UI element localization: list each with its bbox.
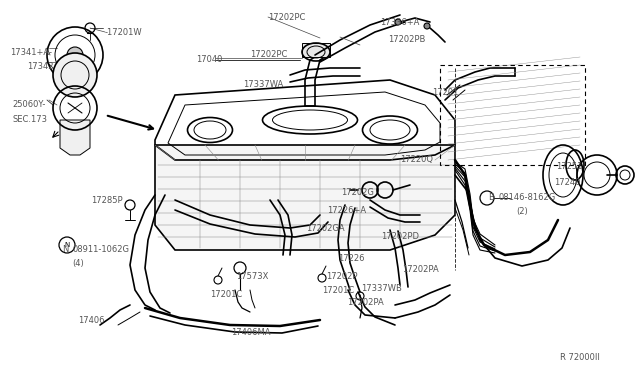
Text: B: B xyxy=(488,193,494,202)
Text: 17341+A-: 17341+A- xyxy=(10,48,52,57)
Text: 17336+A: 17336+A xyxy=(380,18,419,27)
Text: 17202PD: 17202PD xyxy=(381,232,419,241)
Polygon shape xyxy=(60,120,90,155)
Text: 17201C: 17201C xyxy=(210,290,243,299)
Text: 25060Y-: 25060Y- xyxy=(12,100,45,109)
Text: 17226+A: 17226+A xyxy=(327,206,366,215)
Text: 17202PA: 17202PA xyxy=(402,265,439,274)
Text: 17285P: 17285P xyxy=(91,196,123,205)
Text: 17573X: 17573X xyxy=(236,272,268,281)
Text: 17337WA: 17337WA xyxy=(243,80,284,89)
Text: 08911-1062G: 08911-1062G xyxy=(72,245,129,254)
Text: R 72000II: R 72000II xyxy=(560,353,600,362)
Text: 17406: 17406 xyxy=(78,316,104,325)
Text: 17202PB: 17202PB xyxy=(388,35,426,44)
Circle shape xyxy=(395,19,401,25)
Text: 17226: 17226 xyxy=(338,254,365,263)
Text: N: N xyxy=(62,245,68,254)
Text: 17201C: 17201C xyxy=(322,286,355,295)
Bar xyxy=(440,65,585,165)
Bar xyxy=(302,43,330,57)
Text: 17202P: 17202P xyxy=(326,272,358,281)
Text: 17202PC: 17202PC xyxy=(268,13,305,22)
Text: 17251: 17251 xyxy=(556,162,582,171)
Circle shape xyxy=(67,47,83,63)
Text: 17342: 17342 xyxy=(27,62,54,71)
Text: 17202GA: 17202GA xyxy=(306,224,344,233)
Text: 17201: 17201 xyxy=(432,88,458,97)
Text: (4): (4) xyxy=(72,259,84,268)
Text: 17240: 17240 xyxy=(554,178,580,187)
Text: SEC.173: SEC.173 xyxy=(12,115,47,124)
Text: 17337WB: 17337WB xyxy=(361,284,402,293)
Text: (2): (2) xyxy=(516,207,528,216)
Text: 17406MA: 17406MA xyxy=(231,328,271,337)
Text: 17202G: 17202G xyxy=(341,188,374,197)
Text: 08146-8162G: 08146-8162G xyxy=(499,193,556,202)
Text: 17040: 17040 xyxy=(196,55,222,64)
Text: 17202PC: 17202PC xyxy=(250,50,287,59)
Text: 17202PA: 17202PA xyxy=(347,298,384,307)
Text: 17220Q: 17220Q xyxy=(400,155,433,164)
Circle shape xyxy=(53,53,97,97)
Polygon shape xyxy=(155,145,455,250)
Text: N: N xyxy=(65,242,70,248)
Text: -17201W: -17201W xyxy=(105,28,143,37)
Circle shape xyxy=(424,23,430,29)
